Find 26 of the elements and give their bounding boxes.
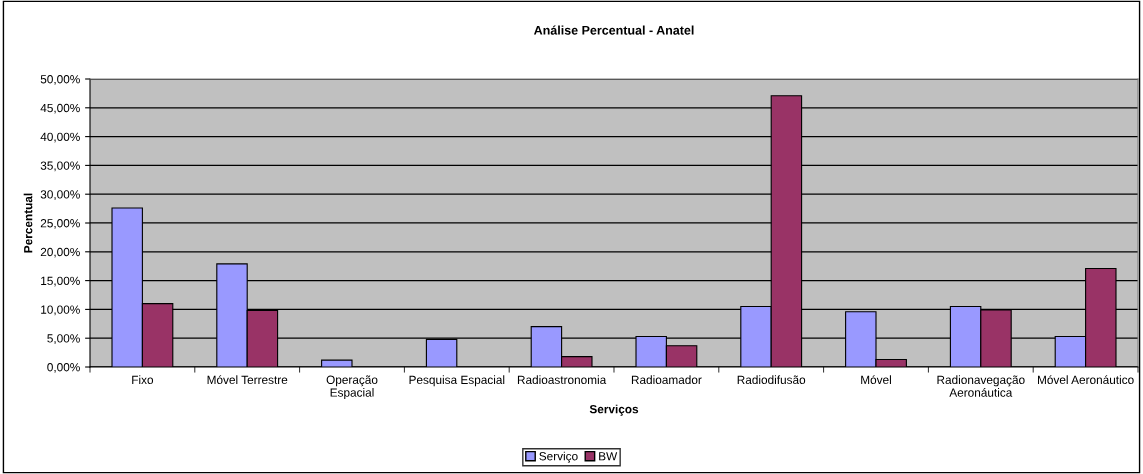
legend-label: BW — [599, 452, 618, 461]
y-tick-label: 5,00% — [47, 334, 80, 344]
y-tick-label: 40,00% — [40, 132, 80, 143]
y-tick-label: 10,00% — [41, 305, 80, 316]
x-tick-label: Móvel Terrestre — [207, 375, 288, 384]
x-tick-label: Móvel Aeronáutico — [1038, 375, 1134, 384]
chart-title: Análise Percentual - Anatel — [533, 25, 694, 35]
x-axis-title: Serviços — [589, 404, 639, 416]
y-axis-title: Percentual — [23, 193, 33, 253]
y-tick-label: 30,00% — [40, 190, 80, 200]
x-tick-label: Pesquisa Espacial — [409, 375, 505, 387]
x-tick-label: Operação Espacial — [326, 375, 378, 400]
x-tick-label: Radioastronomia — [517, 375, 607, 384]
x-tick-label: Radionavegação Aeronáutica — [937, 375, 1025, 397]
y-tick-label: 35,00% — [40, 161, 80, 172]
x-tick-label: Radioamador — [631, 375, 702, 384]
x-tick-label: Fixo — [132, 375, 154, 384]
y-tick-label: 45,00% — [40, 103, 80, 114]
y-tick-label: 20,00% — [40, 247, 80, 258]
y-tick-label: 50,00% — [40, 75, 80, 85]
legend-label: Serviço — [539, 451, 578, 463]
y-tick-label: 15,00% — [41, 276, 80, 287]
y-tick-label: 0,00% — [47, 363, 80, 373]
y-tick-label: 25,00% — [40, 219, 80, 229]
x-tick-label: Móvel — [861, 375, 891, 384]
x-tick-label: Radiodifusão — [737, 375, 806, 384]
